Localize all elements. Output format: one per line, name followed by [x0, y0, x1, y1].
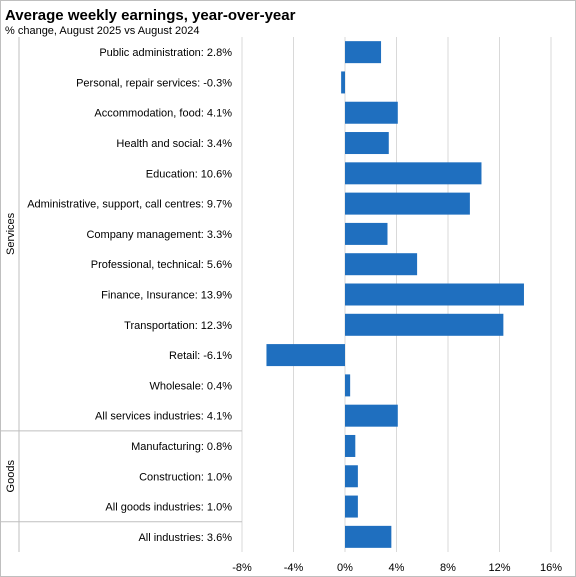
x-tick-label: 8%: [440, 562, 456, 574]
chart-title: Average weekly earnings, year-over-year: [5, 7, 296, 24]
bar: [345, 313, 504, 336]
bar: [345, 222, 388, 245]
category-label: All services industries: 4.1%: [95, 411, 232, 423]
chart-subtitle: % change, August 2025 vs August 2024: [5, 25, 200, 37]
category-label: Manufacturing: 0.8%: [131, 441, 232, 453]
bar: [345, 495, 358, 518]
bar: [345, 192, 470, 215]
x-tick-label: 16%: [540, 562, 562, 574]
bar: [345, 253, 418, 276]
category-label: All industries: 3.6%: [138, 532, 232, 544]
bar: [345, 434, 356, 457]
category-label: Wholesale: 0.4%: [149, 380, 232, 392]
group-label: Services: [5, 212, 17, 255]
bars: [266, 41, 524, 548]
bar: [345, 283, 524, 306]
category-label: Administrative, support, call centres: 9…: [27, 199, 232, 211]
x-tick-label: 0%: [337, 562, 353, 574]
category-label: Retail: -6.1%: [169, 350, 232, 362]
category-label: Transportation: 12.3%: [124, 320, 232, 332]
bar: [345, 162, 482, 185]
bar: [345, 41, 382, 64]
category-label: Construction: 1.0%: [139, 471, 232, 483]
category-label: Company management: 3.3%: [86, 229, 232, 241]
category-label: Personal, repair services: -0.3%: [76, 77, 232, 89]
bar: [266, 344, 345, 367]
x-tick-label: 12%: [488, 562, 510, 574]
group-dividers: [1, 37, 242, 552]
category-label: Professional, technical: 5.6%: [91, 259, 232, 271]
x-tick-label: -8%: [232, 562, 252, 574]
category-label: All goods industries: 1.0%: [105, 502, 232, 514]
bar: [345, 525, 392, 548]
category-label: Accommodation, food: 4.1%: [94, 108, 232, 120]
bar: [345, 101, 398, 124]
category-label: Finance, Insurance: 13.9%: [101, 290, 232, 302]
category-label: Education: 10.6%: [146, 168, 232, 180]
bar: [345, 132, 389, 155]
x-axis-ticks: -8% -4% 0% 4% 8% 12% 16%: [232, 562, 562, 574]
category-label: Health and social: 3.4%: [116, 138, 232, 150]
bar: [345, 404, 398, 427]
bar: [341, 71, 345, 94]
x-tick-label: 4%: [389, 562, 405, 574]
category-labels: Services Goods Public administration: 2.8%…: [5, 47, 232, 544]
bar: [345, 465, 358, 488]
x-tick-label: -4%: [284, 562, 304, 574]
group-label: Goods: [5, 460, 17, 493]
bar: [345, 374, 351, 397]
category-label: Public administration: 2.8%: [99, 47, 232, 59]
